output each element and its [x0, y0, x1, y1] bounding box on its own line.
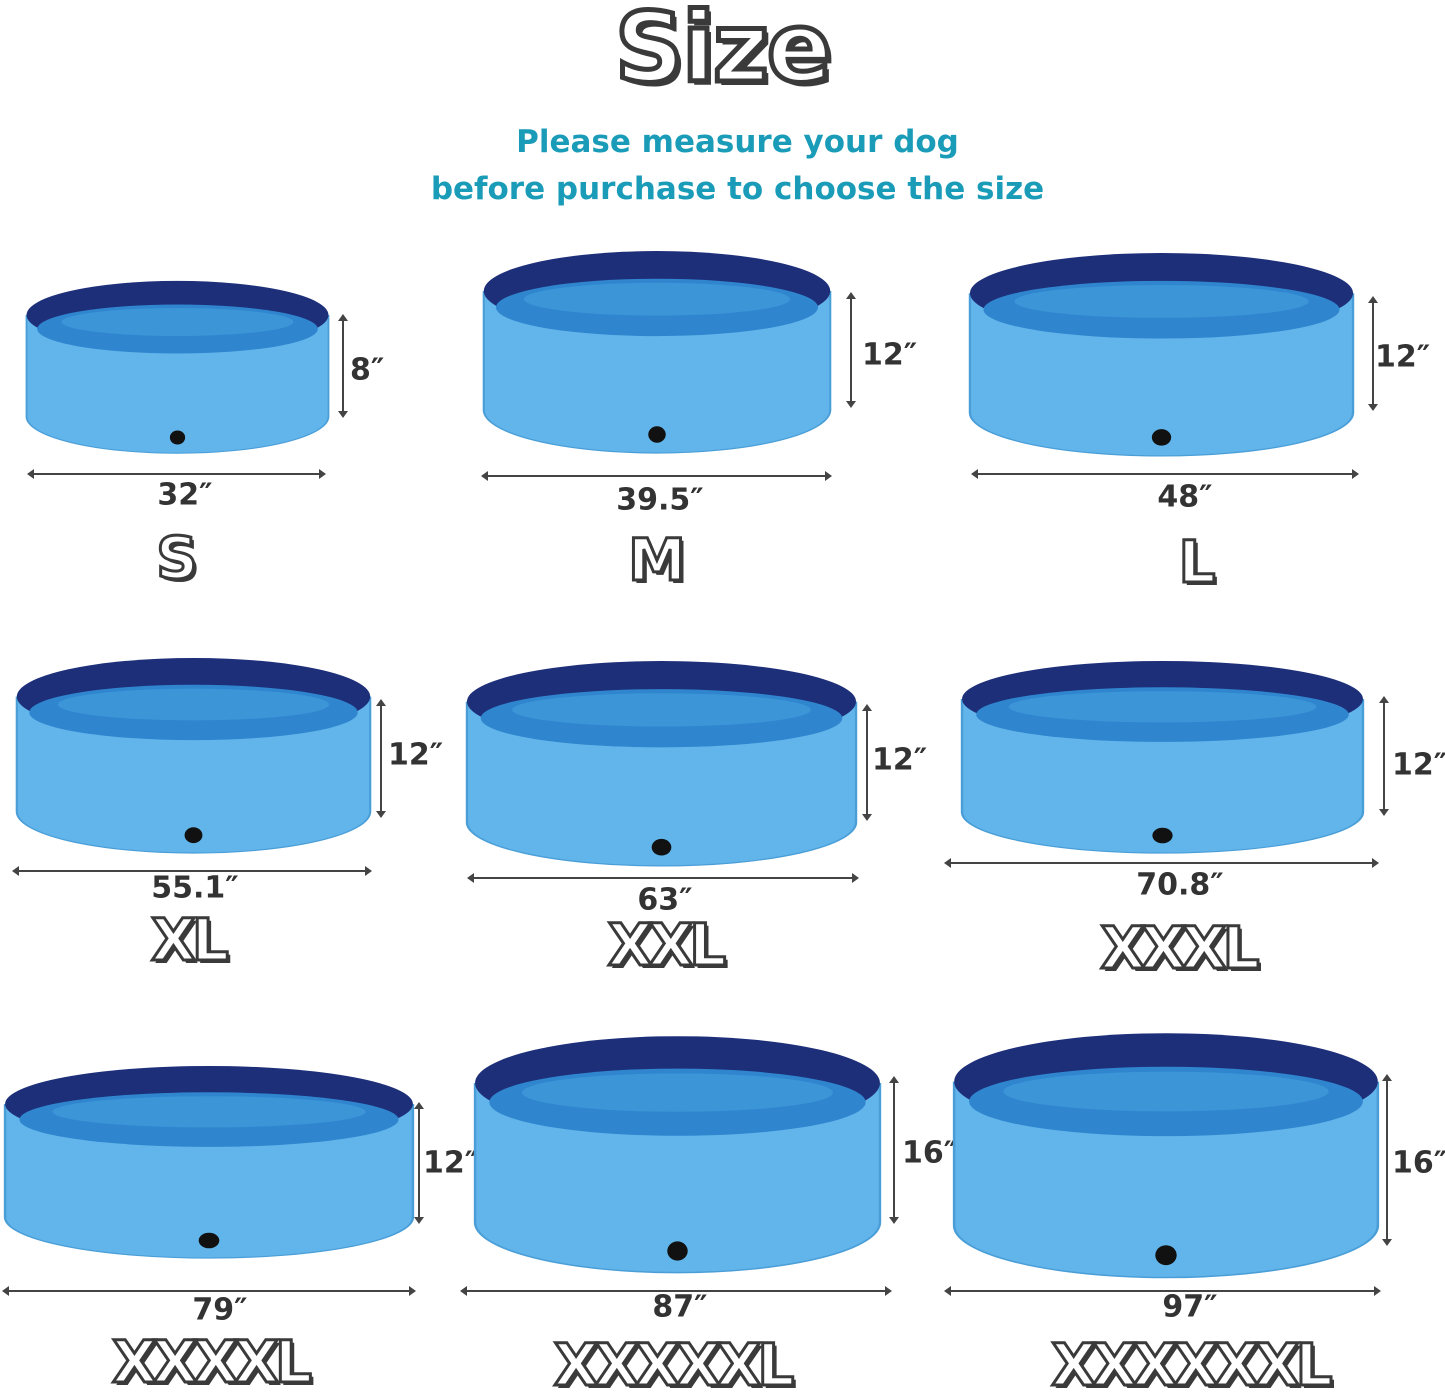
height-arrow [338, 314, 348, 418]
height-label: 12″ [423, 1145, 479, 1181]
height-label: 16″ [1392, 1145, 1445, 1181]
height-arrow [846, 292, 856, 408]
height-label: 12″ [388, 737, 444, 773]
diameter-label: 97″ [1162, 1289, 1218, 1325]
size-label: XXXXXL [552, 1330, 796, 1399]
height-arrow [1379, 696, 1389, 816]
subtitle-line-1: Please measure your dog [516, 124, 959, 160]
size-label: XXXXL [111, 1327, 314, 1398]
height-arrow [1382, 1074, 1392, 1246]
diameter-arrow [971, 469, 1359, 479]
pool-image [3, 1065, 415, 1259]
diameter-label: 79″ [192, 1292, 248, 1328]
subtitle-line-2: before purchase to choose the size [430, 171, 1045, 207]
height-label: 12″ [862, 337, 918, 373]
diameter-arrow [27, 469, 326, 479]
diameter-label: 70.8″ [1136, 867, 1224, 903]
size-label: XL [150, 905, 231, 976]
diameter-arrow [12, 866, 372, 876]
height-arrow [862, 704, 872, 821]
height-label: 12″ [872, 742, 928, 778]
height-arrow [376, 699, 386, 818]
diameter-arrow [2, 1286, 416, 1296]
title: Size [612, 0, 834, 107]
diameter-label: 32″ [157, 477, 213, 513]
height-arrow [889, 1076, 899, 1224]
pool-image [482, 251, 832, 454]
pool-image [960, 660, 1365, 854]
pool-image [15, 657, 372, 854]
height-label: 12″ [1375, 339, 1431, 375]
size-label: S [155, 523, 200, 594]
pool-image [968, 253, 1355, 457]
height-arrow [1368, 296, 1378, 411]
diameter-label: 39.5″ [616, 482, 704, 518]
diameter-label: 48″ [1157, 479, 1213, 515]
pool-image [465, 661, 858, 867]
diameter-arrow [481, 471, 832, 481]
size-label: L [1177, 527, 1217, 598]
diameter-arrow [944, 1286, 1381, 1296]
pool-image [473, 1036, 882, 1274]
height-arrow [414, 1102, 424, 1224]
diameter-arrow [944, 858, 1379, 868]
height-label: 16″ [902, 1135, 958, 1171]
diameter-label: 87″ [652, 1289, 708, 1325]
pool-image [25, 280, 330, 454]
diameter-arrow [467, 873, 859, 883]
size-label: M [627, 525, 688, 596]
diameter-label: 63″ [637, 882, 693, 918]
size-label: XXXXXXL [1050, 1330, 1334, 1399]
height-label: 12″ [1392, 747, 1445, 783]
size-label: XXL [606, 910, 727, 981]
pool-image [952, 1033, 1380, 1279]
diameter-label: 55.1″ [151, 870, 239, 906]
size-label: XXXL [1099, 913, 1261, 984]
diameter-arrow [460, 1286, 892, 1296]
height-label: 8″ [350, 352, 385, 388]
